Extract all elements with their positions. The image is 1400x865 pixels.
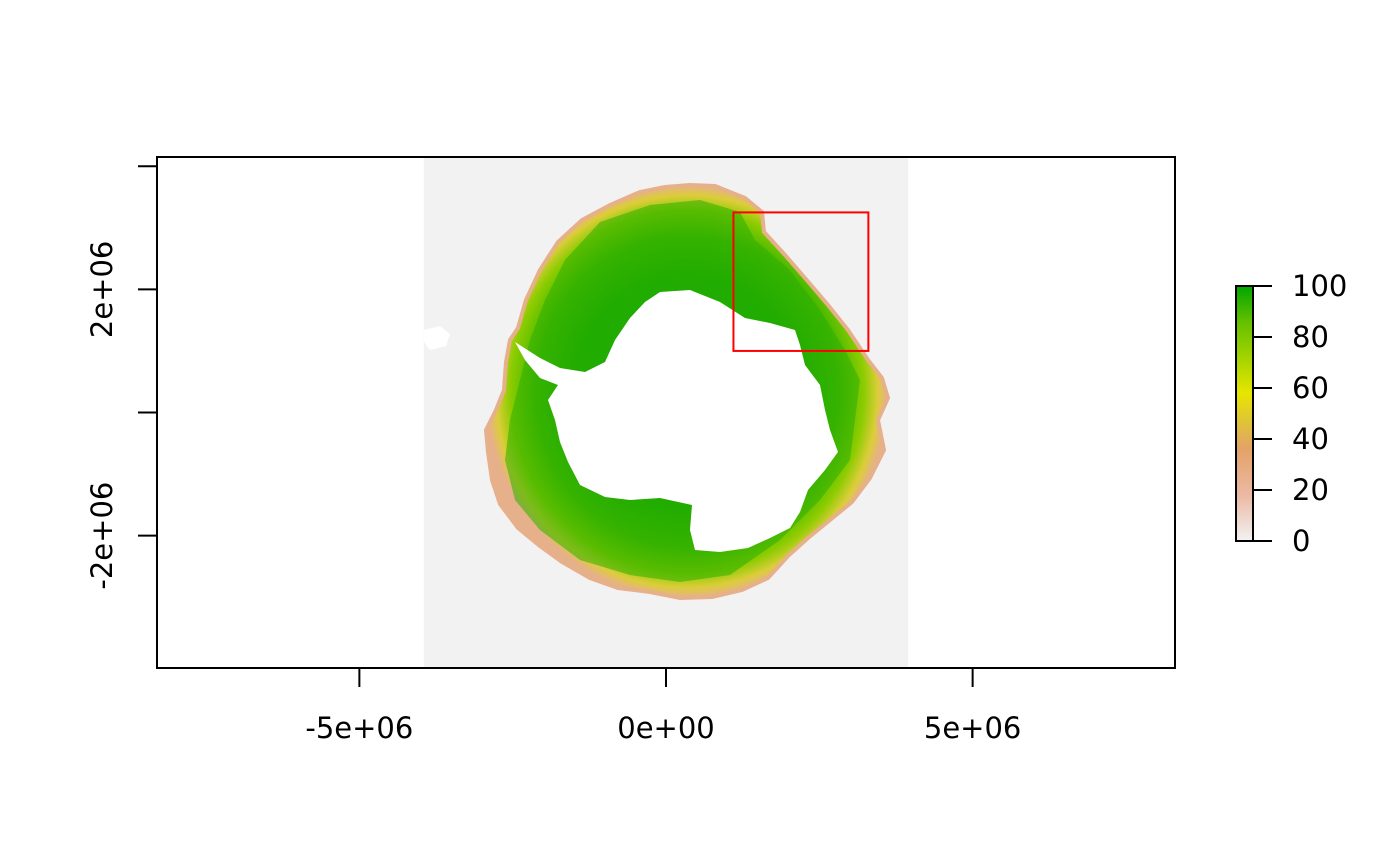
legend-tick-label: 60 bbox=[1292, 371, 1329, 405]
legend-tick-label: 0 bbox=[1292, 524, 1310, 558]
x-tick-label: 5e+06 bbox=[924, 711, 1022, 745]
raster-layer bbox=[423, 157, 909, 668]
color-legend: 0 20 40 60 80 100 bbox=[1235, 269, 1347, 558]
legend-tick-label: 100 bbox=[1292, 269, 1347, 303]
legend-color-bar bbox=[1235, 285, 1254, 542]
y-tick-label: -2e+06 bbox=[85, 482, 119, 590]
legend-tick-label: 40 bbox=[1292, 422, 1329, 456]
y-tick-label: 2e+06 bbox=[85, 241, 119, 339]
raster-nodata-patch bbox=[424, 326, 450, 350]
y-axis: 2e+06 -2e+06 bbox=[85, 165, 157, 590]
x-axis: -5e+06 0e+00 5e+06 bbox=[305, 668, 1021, 745]
x-tick-label: -5e+06 bbox=[305, 711, 413, 745]
legend-tick-label: 80 bbox=[1292, 320, 1329, 354]
selection-rectangle bbox=[732, 211, 870, 352]
x-tick-label: 0e+00 bbox=[617, 711, 715, 745]
antarctic-continent bbox=[515, 290, 838, 552]
legend-tick-label: 20 bbox=[1292, 473, 1329, 507]
